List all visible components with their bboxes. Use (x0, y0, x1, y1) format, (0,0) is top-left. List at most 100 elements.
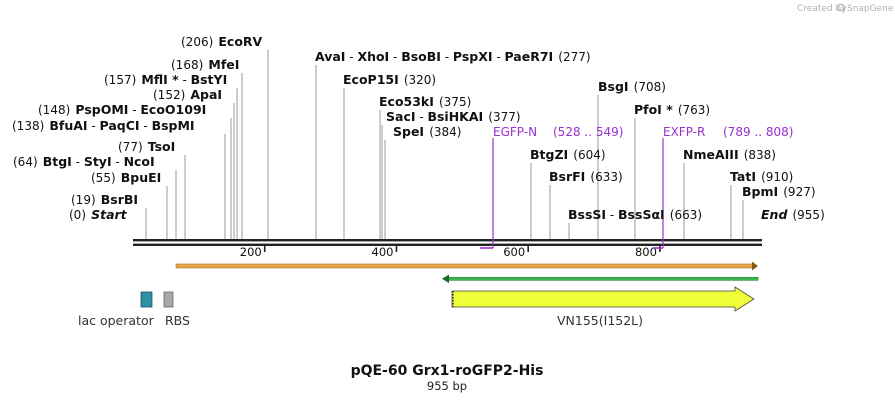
site-label-saci[interactable]: SacI - BsiHKAI (377) (386, 106, 521, 125)
site-position: (168) (171, 58, 203, 72)
site-position: (157) (104, 73, 136, 87)
site-label-bfuai[interactable]: (138) BfuAI - PaqCI - BspMI (12, 115, 195, 134)
site-label-avai[interactable]: AvaI - XhoI - BsoBI - PspXI - PaeR7I (27… (315, 46, 591, 65)
site-position: (927) (783, 185, 815, 199)
site-label-btgi[interactable]: (64) BtgI - StyI - NcoI (13, 151, 155, 170)
enzyme-name[interactable]: BpuEI (121, 170, 162, 185)
enzyme-name[interactable]: ApaI (190, 87, 222, 102)
site-label-ecorv[interactable]: (206) EcoRV (181, 31, 263, 50)
feature-lac-operator[interactable]: lac operator (78, 291, 155, 328)
site-text-bpuei: (55) BpuEI (91, 167, 161, 186)
site-position: (763) (678, 103, 710, 117)
watermark-created-by: Created by (797, 4, 847, 14)
enzyme-name[interactable]: BssSαI (618, 207, 665, 222)
site-position: (0) (69, 208, 86, 222)
site-label-apai[interactable]: (152) ApaI (153, 84, 222, 103)
enzyme-name[interactable]: Start (91, 207, 128, 222)
rbs-label: RBS (165, 313, 190, 328)
site-position: (148) (38, 103, 70, 117)
site-label-spei[interactable]: SpeI (384) (393, 121, 461, 140)
site-label-bsrbi[interactable]: (19) BsrBI (71, 189, 138, 208)
site-leader-lines (145, 50, 744, 239)
enzyme-name[interactable]: PaqCI (100, 118, 140, 133)
enzyme-name[interactable]: PspXI (453, 49, 493, 64)
backbone-top-strand (133, 239, 762, 242)
site-text-apai: (152) ApaI (153, 84, 222, 103)
site-text-pfoi: PfoI * (763) (634, 99, 710, 118)
enzyme-name[interactable]: Eco53kI (379, 94, 434, 109)
enzyme-name[interactable]: SacI (386, 109, 416, 124)
primer-name[interactable]: EGFP-N (493, 125, 537, 139)
site-text-saci: SacI - BsiHKAI (377) (386, 106, 521, 125)
site-label-ecop15i[interactable]: EcoP15I (320) (343, 69, 436, 88)
enzyme-name[interactable]: BsrBI (101, 192, 138, 207)
site-label-tati[interactable]: TatI (910) (730, 166, 793, 185)
site-text-bsrbi: (19) BsrBI (71, 189, 138, 208)
site-name-separator: - (128, 103, 140, 117)
enzyme-name[interactable]: EcoP15I (343, 72, 399, 87)
site-label-start[interactable]: (0) Start (69, 204, 128, 223)
enzyme-name[interactable]: EcoRV (218, 34, 262, 49)
enzyme-name[interactable]: StyI (84, 154, 112, 169)
site-label-bpuei[interactable]: (55) BpuEI (91, 167, 161, 186)
enzyme-name[interactable]: BtgI (43, 154, 72, 169)
site-label-tsoi[interactable]: (77) TsoI (118, 136, 175, 155)
rbs-box[interactable] (163, 291, 174, 308)
site-label-psp[interactable]: (148) PspOMI - EcoO109I (38, 99, 206, 118)
enzyme-name[interactable]: TatI (730, 169, 756, 184)
site-label-bsssi[interactable]: BssSI - BssSαI (663) (568, 204, 702, 223)
site-text-nmeaiii: NmeAIII (838) (683, 144, 776, 163)
enzyme-name[interactable]: BtgZI (530, 147, 568, 162)
enzyme-name[interactable]: AvaI (315, 49, 345, 64)
enzyme-name[interactable]: MflI * (141, 72, 179, 87)
enzyme-name[interactable]: TsoI (148, 139, 176, 154)
enzyme-name[interactable]: MfeI (208, 57, 239, 72)
enzyme-name[interactable]: BsiHKAI (427, 109, 483, 124)
site-text-eco53ki: Eco53kI (375) (379, 91, 471, 110)
enzyme-name[interactable]: NcoI (124, 154, 155, 169)
feature-rbs[interactable]: RBS (163, 291, 190, 328)
site-label-btgzi[interactable]: BtgZI (604) (530, 144, 606, 163)
site-text-tsoi: (77) TsoI (118, 136, 175, 155)
site-label-bpmi[interactable]: BpmI (927) (742, 181, 816, 200)
enzyme-name[interactable]: BpmI (742, 184, 778, 199)
enzyme-name[interactable]: PaeR7I (504, 49, 553, 64)
site-text-start: (0) Start (69, 204, 128, 223)
enzyme-name[interactable]: EcoO109I (140, 102, 206, 117)
site-label-mfei[interactable]: (168) MfeI (171, 54, 239, 73)
site-label-nmeaiii[interactable]: NmeAIII (838) (683, 144, 776, 163)
lac-operator-label: lac operator (78, 313, 155, 328)
enzyme-name[interactable]: SpeI (393, 124, 424, 139)
site-position: (633) (590, 170, 622, 184)
enzyme-name[interactable]: BstYI (191, 72, 228, 87)
enzyme-name[interactable]: BfuAI (49, 118, 87, 133)
enzyme-name[interactable]: BspMI (152, 118, 195, 133)
site-label-bsrfi[interactable]: BsrFI (633) (549, 166, 623, 185)
enzyme-name[interactable]: BsoBI (401, 49, 441, 64)
enzyme-name[interactable]: PspOMI (75, 102, 128, 117)
site-label-end[interactable]: End (955) (761, 204, 825, 223)
enzyme-name[interactable]: End (761, 207, 788, 222)
site-name-separator: - (112, 155, 124, 169)
primer-name[interactable]: EXFP-R (663, 125, 705, 139)
site-name-separator: - (72, 155, 84, 169)
site-position: (320) (404, 73, 436, 87)
enzyme-name[interactable]: NmeAIII (683, 147, 739, 162)
primer-egfp-n[interactable]: EGFP-N (528 .. 549) (480, 125, 623, 249)
site-label-mfli[interactable]: (157) MflI * - BstYI (104, 69, 227, 88)
vn155-arrow[interactable] (451, 286, 755, 312)
watermark-brand: SnapGene (847, 4, 894, 14)
site-position: (708) (634, 80, 666, 94)
site-label-eco53ki[interactable]: Eco53kI (375) (379, 91, 471, 110)
lac-operator-box[interactable] (140, 291, 153, 308)
primer-marks: EGFP-N (528 .. 549) EXFP-R (789 .. 808) (480, 125, 793, 249)
enzyme-name[interactable]: BsgI (598, 79, 629, 94)
enzyme-name[interactable]: BssSI (568, 207, 606, 222)
primer-exfp-r[interactable]: EXFP-R (789 .. 808) (653, 125, 793, 249)
enzyme-name[interactable]: PfoI * (634, 102, 673, 117)
enzyme-name[interactable]: BsrFI (549, 169, 585, 184)
feature-vn155[interactable]: VN155(I152L) (451, 286, 755, 328)
enzyme-name[interactable]: XhoI (357, 49, 389, 64)
site-label-pfoi[interactable]: PfoI * (763) (634, 99, 710, 118)
site-label-bsgi[interactable]: BsgI (708) (598, 76, 666, 95)
